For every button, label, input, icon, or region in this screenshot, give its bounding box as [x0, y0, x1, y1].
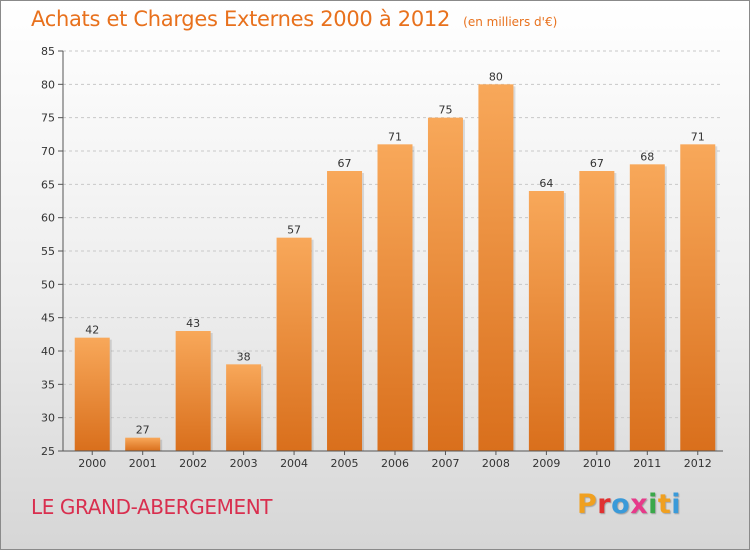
bar-value-label: 67	[338, 157, 352, 170]
x-tick-label: 2007	[431, 457, 459, 470]
bar-2006[interactable]	[377, 144, 413, 452]
x-tick-label: 2005	[331, 457, 359, 470]
y-tick-label: 70	[41, 145, 55, 158]
y-tick-label: 65	[41, 178, 55, 191]
logo-letter: i	[648, 489, 658, 520]
bar-value-label: 38	[237, 350, 251, 363]
bar-2007[interactable]	[427, 117, 463, 452]
bar-value-label: 57	[287, 224, 301, 237]
bar-value-label: 68	[640, 150, 654, 163]
bar-2010[interactable]	[579, 171, 615, 451]
bar-value-label: 75	[438, 104, 452, 117]
bar-2011[interactable]	[629, 164, 665, 452]
bar-2012[interactable]	[680, 144, 716, 452]
bar-value-label: 71	[388, 130, 402, 143]
bar-2005[interactable]	[327, 171, 363, 451]
y-tick-label: 50	[41, 278, 55, 291]
bars-layer: 42 27 43 38 57 67 71 75 80 64 67 68 71	[74, 70, 718, 452]
title-row: Achats et Charges Externes 2000 à 2012 (…	[31, 7, 557, 31]
x-tick-label: 2003	[230, 457, 258, 470]
chart-title: Achats et Charges Externes 2000 à 2012	[31, 7, 451, 31]
x-tick-label: 2010	[583, 457, 611, 470]
x-tick-label: 2000	[78, 457, 106, 470]
y-tick-label: 55	[41, 245, 55, 258]
bar-value-label: 27	[136, 424, 150, 437]
bar-2009[interactable]	[528, 191, 564, 451]
y-tick-label: 35	[41, 378, 55, 391]
y-tick-label: 45	[41, 312, 55, 325]
y-tick-label: 80	[41, 78, 55, 91]
x-tick-label: 2009	[532, 457, 560, 470]
commune-name: LE GRAND-ABERGEMENT	[31, 495, 273, 519]
y-tick-label: 30	[41, 412, 55, 425]
x-tick-label: 2002	[179, 457, 207, 470]
logo-letter: r	[597, 489, 612, 520]
bar-2004[interactable]	[276, 237, 312, 451]
bar-value-label: 64	[539, 177, 553, 190]
bar-2008[interactable]	[478, 84, 514, 451]
chart-subtitle: (en milliers d'€)	[463, 15, 558, 29]
proxiti-logo[interactable]: Proxiti	[577, 489, 681, 520]
logo-letter: t	[657, 489, 672, 520]
bar-2003[interactable]	[226, 364, 262, 451]
bar-value-label: 71	[691, 130, 705, 143]
logo-letter: x	[630, 489, 649, 520]
y-tick-label: 75	[41, 112, 55, 125]
axis-layer: 25 30 35 40 45 50 55 60 65 70 75 80 85 2000 2001 2002 20…	[41, 45, 723, 470]
x-tick-label: 2011	[633, 457, 661, 470]
x-tick-label: 2004	[280, 457, 308, 470]
x-tick-label: 2006	[381, 457, 409, 470]
x-tick-label: 2012	[684, 457, 712, 470]
bar-value-label: 80	[489, 70, 503, 83]
logo-letter: o	[611, 489, 631, 520]
y-tick-label: 85	[41, 45, 55, 58]
x-tick-label: 2001	[129, 457, 157, 470]
bar-value-label: 43	[186, 317, 200, 330]
x-tick-label: 2008	[482, 457, 510, 470]
y-tick-label: 60	[41, 212, 55, 225]
bar-value-label: 42	[85, 324, 99, 337]
y-tick-label: 25	[41, 445, 55, 458]
bar-value-label: 67	[590, 157, 604, 170]
bar-2001[interactable]	[125, 437, 161, 451]
bar-2000[interactable]	[74, 337, 110, 451]
logo-letter: i	[671, 489, 682, 520]
logo-letter: P	[577, 489, 598, 520]
y-tick-label: 40	[41, 345, 55, 358]
bar-2002[interactable]	[175, 331, 211, 451]
